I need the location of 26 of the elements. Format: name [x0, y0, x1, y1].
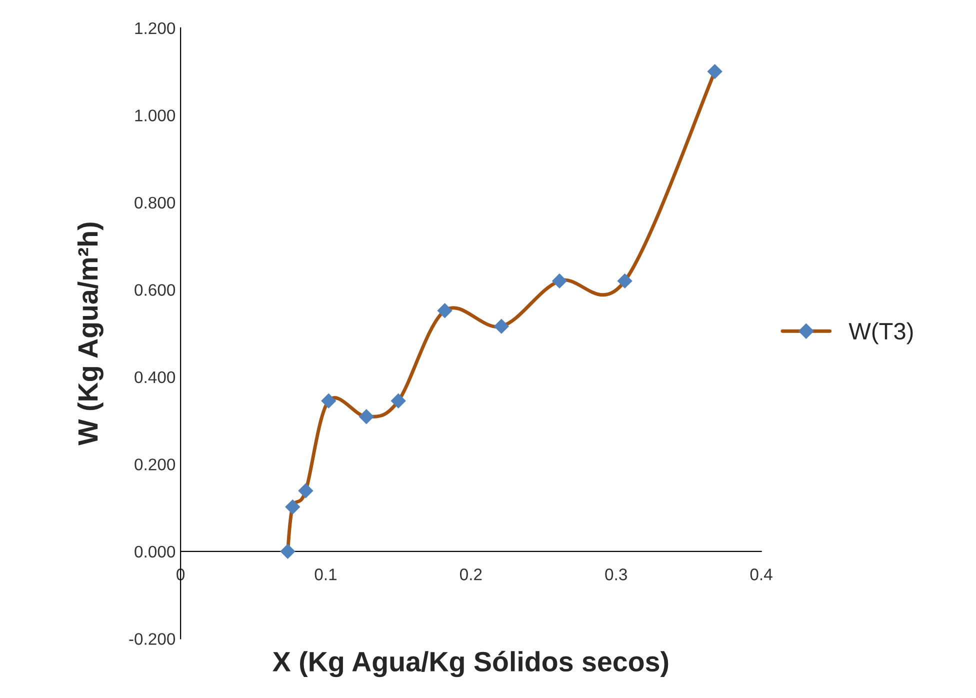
y-tick-label: 0.000	[134, 546, 176, 558]
y-tick-label: 0.200	[134, 458, 176, 470]
x-tick-label: 0.1	[314, 568, 337, 580]
x-tick-label: 0.3	[605, 568, 627, 580]
legend-label: W(T3)	[848, 322, 913, 344]
point	[285, 499, 300, 515]
y-tick-label: 0.600	[134, 284, 176, 296]
point	[298, 483, 314, 498]
point	[494, 318, 510, 334]
y-tick-label: 1.000	[135, 110, 176, 122]
point	[552, 273, 568, 289]
point	[707, 64, 722, 80]
y-tick-label: 1.200	[135, 22, 176, 34]
y-tick-label: -0.200	[129, 633, 176, 645]
point	[358, 409, 374, 424]
x-tick-label: 0.4	[750, 568, 772, 580]
point	[321, 393, 336, 409]
x-tick-label: 0.2	[460, 568, 482, 580]
point	[617, 273, 632, 289]
x-axis-title: X (Kg Agua/Kg Sólidos secos)	[272, 650, 668, 678]
y-tick-label: 0.400	[134, 371, 176, 384]
point	[390, 393, 406, 409]
point	[280, 544, 296, 560]
y-axis-title: W (Kg Agua/m²h)	[77, 222, 104, 446]
y-tick-label: 0.800	[134, 196, 176, 209]
point	[437, 303, 452, 318]
